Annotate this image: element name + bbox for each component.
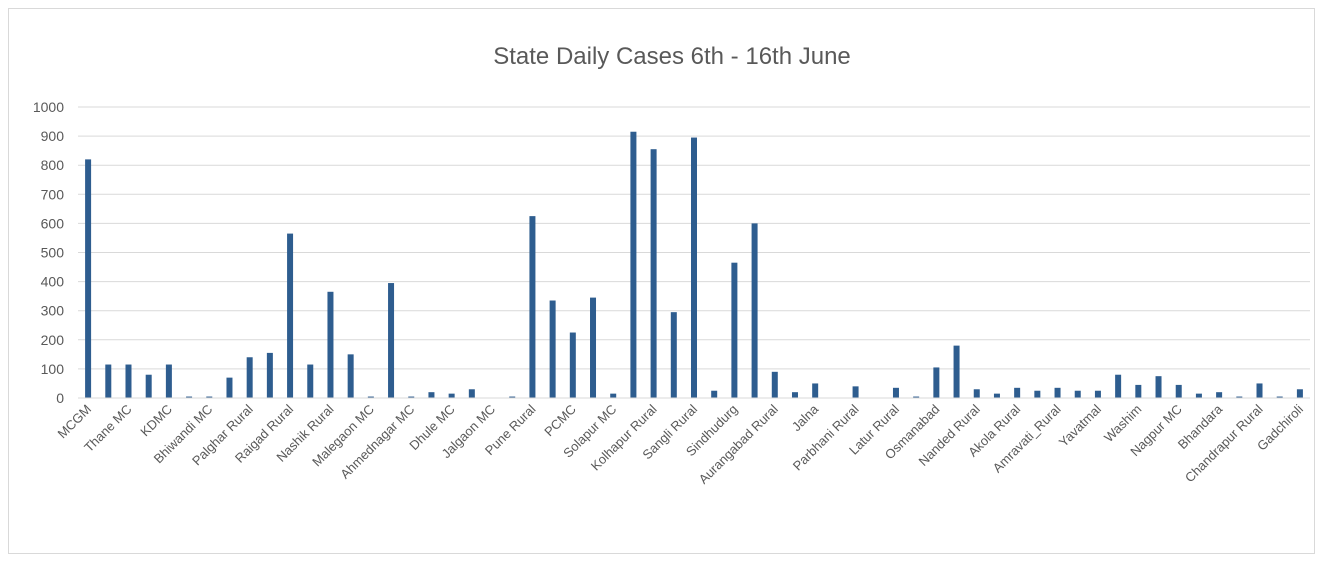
bar bbox=[186, 396, 193, 398]
x-tick-label: Yavatmal bbox=[1056, 401, 1104, 449]
bar bbox=[448, 393, 455, 398]
bar bbox=[1135, 384, 1142, 398]
bar bbox=[1195, 393, 1202, 398]
y-tick-label: 400 bbox=[41, 274, 65, 290]
bar bbox=[933, 367, 940, 398]
bar bbox=[529, 216, 536, 398]
bar bbox=[852, 386, 859, 398]
x-tick-label: KDMC bbox=[137, 402, 175, 440]
bar bbox=[549, 300, 556, 398]
bar bbox=[388, 283, 395, 398]
bar bbox=[105, 364, 112, 398]
bar bbox=[953, 345, 960, 398]
bar bbox=[85, 159, 92, 398]
bar bbox=[1115, 374, 1122, 398]
bar bbox=[1054, 387, 1061, 398]
bar bbox=[468, 389, 475, 398]
bar bbox=[408, 396, 415, 398]
x-tick-label: MCGM bbox=[55, 402, 95, 442]
y-tick-label: 900 bbox=[41, 128, 65, 144]
bar bbox=[771, 371, 778, 398]
bar bbox=[812, 383, 819, 398]
y-tick-label: 600 bbox=[41, 215, 65, 231]
bar bbox=[892, 387, 899, 398]
bar bbox=[751, 223, 758, 398]
y-tick-label: 700 bbox=[41, 186, 65, 202]
bar bbox=[1155, 376, 1162, 398]
y-axis-ticks: 0 100 200 300 400 500 600 700 800 900 1000 bbox=[33, 99, 64, 406]
bar bbox=[125, 364, 132, 398]
bar bbox=[1216, 392, 1223, 398]
bar bbox=[650, 149, 657, 398]
bar bbox=[590, 297, 597, 398]
bar bbox=[428, 392, 435, 398]
y-tick-label: 100 bbox=[41, 361, 65, 377]
bar bbox=[630, 131, 637, 399]
bar bbox=[1276, 396, 1283, 398]
bar bbox=[1256, 383, 1263, 398]
bar bbox=[246, 357, 253, 398]
bar bbox=[670, 312, 677, 398]
bar bbox=[1296, 389, 1303, 398]
bar bbox=[1074, 390, 1081, 398]
bar bbox=[993, 393, 1000, 398]
y-tick-label: 500 bbox=[41, 245, 65, 261]
chart-title: State Daily Cases 6th - 16th June bbox=[493, 43, 851, 70]
bar bbox=[509, 396, 516, 398]
y-tick-label: 800 bbox=[41, 157, 65, 173]
bar bbox=[1014, 387, 1021, 398]
x-tick-label: PCMC bbox=[541, 402, 579, 440]
bar bbox=[913, 396, 920, 398]
x-tick-label: Ahmednagar MC bbox=[337, 402, 417, 482]
bar bbox=[1034, 390, 1041, 398]
bar bbox=[973, 389, 980, 398]
bar bbox=[1094, 390, 1101, 398]
bar bbox=[287, 233, 294, 398]
bar bbox=[327, 291, 334, 398]
bar bbox=[1175, 384, 1182, 398]
bar bbox=[266, 352, 273, 398]
bar bbox=[791, 392, 798, 398]
bar bbox=[731, 262, 738, 398]
bar bbox=[610, 393, 617, 398]
bar bbox=[347, 354, 354, 398]
chart-frame bbox=[8, 8, 1315, 554]
bar bbox=[711, 390, 718, 398]
gridlines bbox=[78, 106, 1310, 370]
bar bbox=[165, 364, 172, 398]
bar bbox=[226, 377, 233, 398]
y-tick-label: 200 bbox=[41, 332, 65, 348]
bar bbox=[569, 332, 576, 398]
bar bbox=[145, 374, 152, 398]
bar bbox=[691, 137, 697, 398]
bars bbox=[85, 131, 1303, 399]
bar bbox=[367, 396, 374, 398]
x-tick-label: Jalna bbox=[789, 401, 822, 434]
y-tick-label: 1000 bbox=[33, 99, 64, 115]
y-tick-label: 0 bbox=[56, 390, 64, 406]
bar bbox=[206, 396, 213, 398]
bar bbox=[307, 364, 314, 398]
y-tick-label: 300 bbox=[41, 303, 65, 319]
bar bbox=[1236, 396, 1243, 398]
